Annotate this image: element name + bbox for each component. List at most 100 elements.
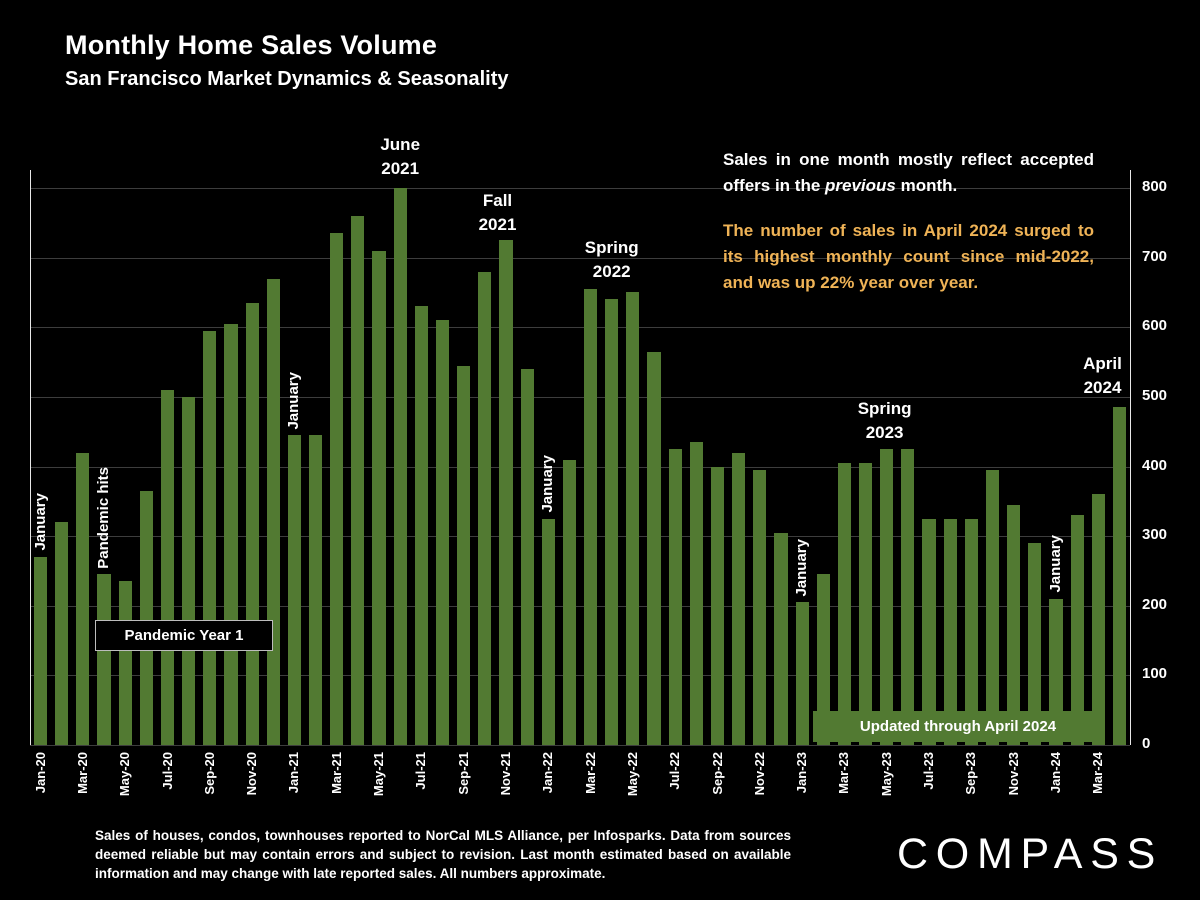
y-tick-label: 700 [1142, 247, 1168, 265]
x-tick-label: Mar-20 [74, 752, 90, 794]
bar [330, 233, 344, 745]
vertical-month-label: January [793, 538, 811, 597]
bar [309, 435, 323, 745]
x-tick-label: Mar-23 [836, 752, 852, 794]
bar [414, 306, 428, 745]
bar [97, 574, 111, 745]
bar [859, 463, 873, 745]
y-tick-label: 400 [1142, 456, 1168, 474]
vertical-month-label: January [31, 493, 49, 552]
x-tick-label: Mar-22 [582, 752, 598, 794]
bar [753, 469, 767, 745]
x-tick-label: Jan-24 [1047, 752, 1063, 794]
chart-callout-line: Spring [584, 238, 639, 257]
gridline [30, 327, 1130, 329]
vertical-month-label: January [1046, 535, 1064, 593]
x-tick-label: Jan-23 [794, 752, 810, 794]
page-title: Monthly Home Sales Volume [65, 30, 438, 60]
y-tick-label: 300 [1142, 526, 1168, 544]
disclaimer-text: Sales of houses, condos, townhouses repo… [95, 828, 791, 881]
y-tick-label: 600 [1142, 317, 1168, 335]
note-highlight: The number of sales in April 2024 surged… [723, 221, 1094, 292]
bar [160, 389, 175, 745]
gridline [30, 745, 1130, 746]
note-post: month. [895, 176, 958, 195]
gridline [30, 675, 1130, 677]
x-tick-label: Sep-22 [709, 752, 725, 795]
bar [372, 250, 386, 745]
bar [795, 602, 809, 745]
x-tick-label: Nov-23 [1005, 752, 1021, 796]
bar [118, 581, 132, 745]
chart-callout: June 2021 [380, 133, 420, 181]
x-tick-label: Sep-23 [963, 752, 979, 795]
bar [266, 278, 280, 745]
x-tick-label: Jan-22 [540, 752, 556, 794]
bar [880, 449, 894, 745]
x-tick-label: Mar-21 [328, 752, 344, 794]
chart-callout-line: 2022 [592, 262, 631, 281]
bar [837, 463, 851, 745]
bar [584, 288, 598, 745]
chart-callout-line: 2023 [865, 423, 904, 442]
bar [710, 466, 725, 745]
chart-callout-line: April [1083, 354, 1122, 373]
x-tick-label: May-22 [624, 752, 640, 797]
bar [943, 518, 957, 745]
gridline [30, 396, 1130, 398]
bar [224, 323, 238, 745]
bar [1091, 494, 1105, 745]
chart-callout-line: 2021 [381, 159, 420, 178]
y-tick-label: 200 [1142, 595, 1168, 613]
note-line: Sales in one month mostly reflect accept… [723, 147, 1094, 199]
secondary-y-axis-line [1130, 170, 1131, 745]
header: Monthly Home Sales Volume San Francisco … [65, 30, 509, 91]
bar [139, 490, 153, 745]
updated-through-box: Updated through April 2024 [813, 711, 1103, 742]
x-tick-label: May-20 [117, 752, 133, 797]
bar [541, 518, 555, 745]
chart-callout-line: June [380, 135, 421, 154]
chart-callout-line: Spring [857, 399, 912, 418]
bar [203, 330, 217, 745]
gridline [30, 605, 1130, 607]
bar [922, 518, 936, 745]
x-tick-label: Sep-20 [201, 752, 217, 795]
compass-logo: COMPASS [897, 830, 1164, 878]
chart-callout: April 2024 [1083, 352, 1122, 400]
bar [76, 452, 90, 745]
bar [626, 292, 640, 745]
bar [774, 532, 788, 745]
bar [351, 215, 365, 745]
gridline [30, 257, 1130, 259]
page-subtitle: San Francisco Market Dynamics & Seasonal… [65, 68, 509, 90]
y-tick-label: 100 [1142, 665, 1168, 683]
x-tick-label: May-23 [878, 752, 894, 797]
bar [562, 459, 576, 745]
chart-callout: Spring 2023 [858, 397, 912, 445]
bar [34, 557, 48, 745]
gridline [30, 188, 1130, 189]
vertical-month-label: January [539, 455, 557, 513]
note-italic: previous [825, 176, 896, 195]
bar [520, 369, 534, 745]
bar [55, 522, 69, 745]
bar [668, 449, 682, 745]
gridline [30, 536, 1130, 538]
bar [1049, 598, 1063, 745]
bar [1028, 543, 1042, 745]
bar [964, 518, 978, 745]
bar [1007, 504, 1021, 745]
x-tick-label: Jul-20 [159, 752, 175, 790]
bar [1070, 515, 1084, 745]
x-tick-label: Sep-21 [455, 752, 471, 795]
y-tick-label: 800 [1142, 178, 1168, 195]
chart-callout: Spring 2022 [585, 236, 639, 284]
x-tick-label: Nov-21 [497, 752, 513, 796]
vertical-month-label: January [285, 371, 303, 430]
bar [647, 351, 661, 745]
x-tick-label: Jul-23 [921, 752, 937, 790]
bar [287, 435, 301, 745]
